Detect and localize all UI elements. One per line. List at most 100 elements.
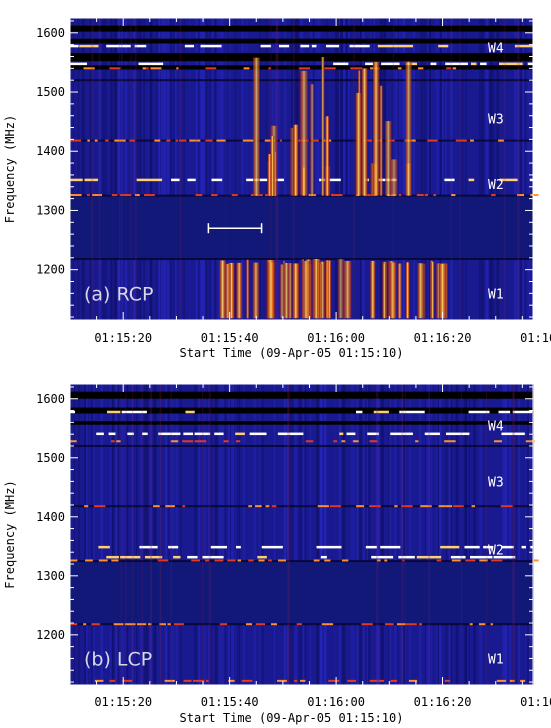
bright-dash — [235, 432, 245, 436]
texture-streak — [503, 384, 506, 685]
edge-dash — [242, 139, 254, 142]
burst-stripe — [310, 84, 315, 196]
x-tick-label: 01:16:00 — [307, 695, 365, 709]
faint-streak — [90, 18, 94, 320]
texture-streak — [284, 384, 286, 685]
faint-streak — [401, 384, 404, 685]
edge-dash — [418, 67, 424, 70]
texture-streak — [217, 18, 220, 320]
edge-dash — [363, 194, 376, 197]
faint-streak — [450, 18, 452, 320]
edge-dash — [164, 679, 175, 682]
texture-streak — [468, 384, 470, 685]
edge-dash — [111, 559, 119, 562]
bright-dash — [106, 410, 121, 414]
texture-streak — [238, 384, 241, 685]
texture-streak — [317, 18, 319, 320]
texture-streak — [196, 18, 199, 320]
bright-dash — [127, 432, 134, 436]
texture-streak — [245, 18, 248, 320]
bright-dash — [278, 44, 290, 48]
edge-dash — [384, 623, 394, 626]
band-gap — [70, 561, 533, 625]
texture-streak — [439, 384, 442, 685]
edge-dash — [166, 139, 171, 142]
edge-dash — [329, 505, 342, 508]
texture-streak — [362, 384, 366, 685]
burst-stripe — [300, 70, 308, 196]
faint-streak — [428, 384, 431, 685]
bright-dash — [346, 432, 356, 436]
texture-streak — [380, 384, 384, 685]
texture-streak — [199, 18, 202, 320]
edge-dash — [268, 559, 272, 562]
burst-stripe — [337, 259, 344, 319]
texture-streak — [187, 18, 190, 320]
edge-dash — [124, 623, 136, 626]
texture-streak — [351, 384, 355, 685]
bright-dash — [316, 545, 342, 549]
y-tick-label: 1600 — [36, 392, 65, 406]
bright-dash — [410, 62, 417, 66]
x-axis-title: Start Time (09-Apr-05 01:15:10) — [180, 346, 404, 360]
texture-streak — [166, 18, 170, 320]
edge-dash — [438, 505, 446, 508]
texture-streak — [451, 384, 454, 685]
bright-dash — [501, 545, 514, 549]
texture-streak — [368, 384, 371, 685]
y-tick-label: 1200 — [36, 628, 65, 642]
edge-dash — [98, 559, 108, 562]
x-tick-label: 01:15:20 — [94, 695, 152, 709]
edge-dash — [205, 559, 210, 562]
texture-streak — [340, 18, 344, 320]
burst-stripe — [283, 262, 290, 319]
bright-dash — [398, 555, 415, 559]
texture-streak — [478, 18, 482, 320]
bright-dash — [158, 432, 181, 436]
texture-streak — [314, 18, 317, 320]
edge-dash — [471, 505, 476, 508]
burst-stripe — [343, 260, 352, 319]
texture-streak — [501, 384, 505, 685]
edge-dash — [268, 67, 271, 70]
bright-dash — [355, 410, 363, 414]
texture-streak — [429, 18, 431, 320]
texture-streak — [313, 18, 317, 320]
texture-streak — [235, 384, 239, 685]
texture-streak — [408, 384, 412, 685]
edge-dash — [170, 440, 179, 443]
texture-streak — [527, 18, 531, 320]
bright-dash — [236, 545, 241, 549]
burst-stripe — [292, 263, 300, 319]
bright-dash — [144, 555, 163, 559]
bright-dash — [468, 410, 490, 414]
texture-streak — [125, 18, 127, 320]
texture-streak — [514, 384, 518, 685]
texture-streak — [318, 18, 321, 320]
texture-streak — [486, 18, 489, 320]
texture-streak — [144, 384, 148, 685]
texture-streak — [502, 384, 505, 685]
burst-stripe — [252, 57, 260, 196]
texture-streak — [228, 384, 230, 685]
bright-dash — [70, 44, 79, 48]
edge-dash — [178, 139, 187, 142]
texture-streak — [519, 18, 523, 320]
black-band — [70, 38, 533, 44]
edge-dash — [189, 139, 196, 142]
bright-dash — [440, 545, 460, 549]
edge-dash — [113, 623, 124, 626]
texture-streak — [353, 384, 356, 685]
texture-streak — [479, 384, 483, 685]
bright-dash — [514, 44, 533, 48]
texture-streak — [412, 18, 415, 320]
edge-dash — [369, 505, 381, 508]
burst-stripe — [372, 62, 380, 196]
bright-dash — [445, 432, 470, 436]
texture-streak — [122, 384, 125, 685]
bright-dash — [134, 44, 147, 48]
edge-dash — [146, 67, 149, 70]
faint-streak — [225, 18, 227, 320]
edge-dash — [84, 505, 89, 508]
texture-streak — [234, 18, 237, 320]
